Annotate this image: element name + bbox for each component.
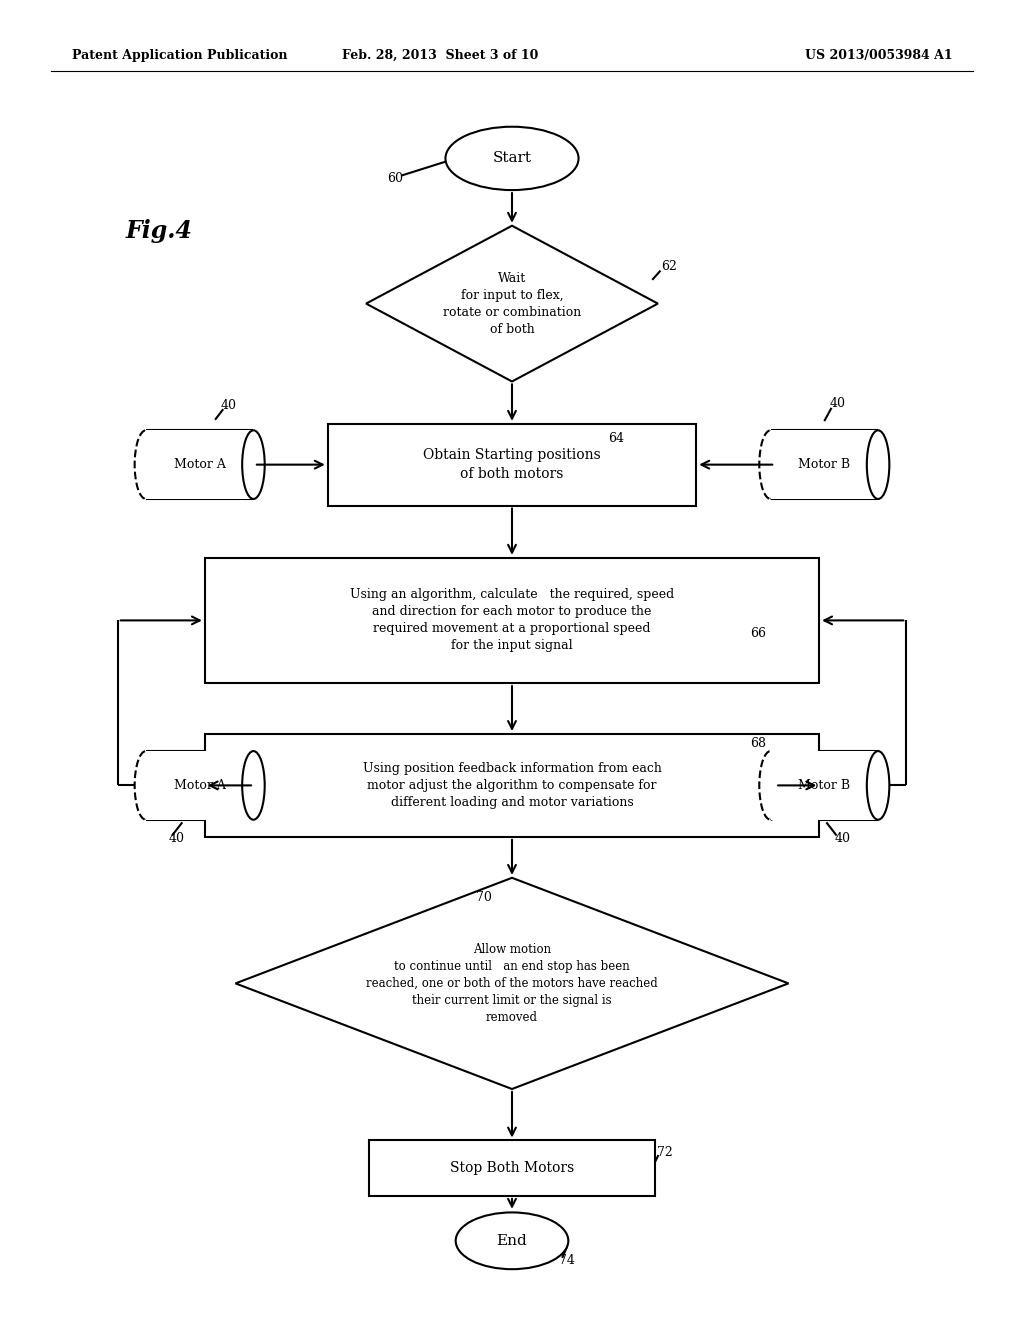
Text: 40: 40 [169,832,185,845]
Text: Patent Application Publication: Patent Application Publication [72,49,287,62]
Bar [771,430,879,499]
Text: Motor A: Motor A [174,458,225,471]
Ellipse shape [135,751,158,820]
Text: Stop Both Motors: Stop Both Motors [450,1162,574,1175]
Text: 62: 62 [662,260,678,273]
Text: End: End [497,1234,527,1247]
Text: 70: 70 [476,891,493,904]
Ellipse shape [456,1212,568,1270]
Text: Using an algorithm, calculate   the required, speed
and direction for each motor: Using an algorithm, calculate the requir… [350,589,674,652]
Text: 74: 74 [559,1254,575,1267]
Bar [771,751,879,820]
Bar [205,734,819,837]
Ellipse shape [242,751,264,820]
Ellipse shape [445,127,579,190]
Text: Motor B: Motor B [799,779,850,792]
Text: Wait
for input to flex,
rotate or combination
of both: Wait for input to flex, rotate or combin… [442,272,582,335]
Text: 40: 40 [829,397,846,411]
Text: Start: Start [493,152,531,165]
Text: Motor A: Motor A [174,779,225,792]
Polygon shape [236,878,788,1089]
Ellipse shape [866,751,889,820]
Text: 40: 40 [220,399,237,412]
Polygon shape [367,226,657,381]
Text: 64: 64 [608,432,625,445]
Text: 66: 66 [751,627,767,640]
Ellipse shape [866,430,889,499]
Bar [146,751,254,820]
Text: US 2013/0053984 A1: US 2013/0053984 A1 [805,49,952,62]
Ellipse shape [760,430,782,499]
Bar [205,557,819,682]
Text: 72: 72 [657,1146,673,1159]
Ellipse shape [135,430,158,499]
Text: Obtain Starting positions
of both motors: Obtain Starting positions of both motors [423,449,601,480]
Ellipse shape [242,430,264,499]
Text: Allow motion
to continue until   an end stop has been
reached, one or both of th: Allow motion to continue until an end st… [367,942,657,1024]
Text: Feb. 28, 2013  Sheet 3 of 10: Feb. 28, 2013 Sheet 3 of 10 [342,49,539,62]
Bar [328,424,696,506]
Text: Motor B: Motor B [799,458,850,471]
Text: 40: 40 [835,832,851,845]
Text: 68: 68 [751,737,767,750]
Text: Using position feedback information from each
motor adjust the algorithm to comp: Using position feedback information from… [362,762,662,809]
Text: Fig.4: Fig.4 [125,219,193,243]
Bar [369,1140,655,1196]
Bar [146,430,254,499]
Ellipse shape [760,751,782,820]
Text: 60: 60 [387,172,403,185]
